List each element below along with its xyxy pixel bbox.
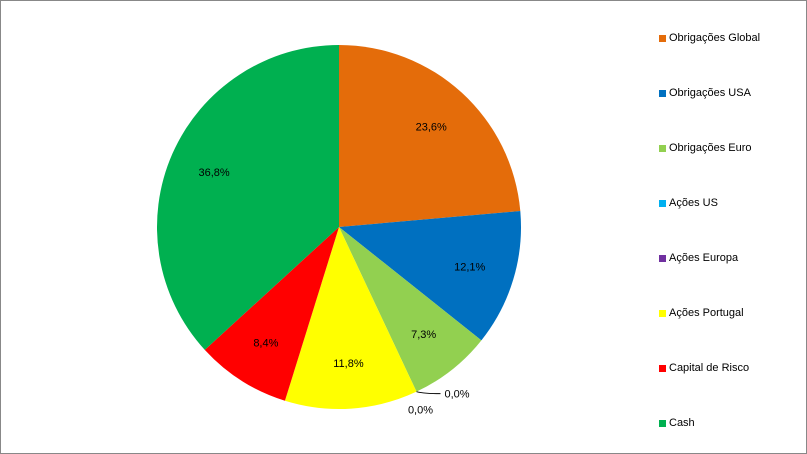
legend-swatch-obrigacoes-euro [659,144,666,152]
pie-slice-obrigacoes-usa [339,211,522,341]
legend-label-cash: Cash [669,417,695,429]
data-label-acoes-portugal: 11,8% [333,358,364,370]
legend-item-obrigacoes-global: Obrigações Global [659,31,760,45]
legend-label-obrigacoes-euro: Obrigações Euro [669,142,752,154]
pie-slice-obrigacoes-global [339,45,521,227]
data-label-obrigacoes-usa: 12,1% [454,261,485,273]
legend-label-acoes-us: Ações US [669,197,718,209]
legend-item-obrigacoes-usa: Obrigações USA [659,86,751,100]
data-labels: 23,6% 12,1% 7,3% 0,0% 0,0% 11,8% 8,4% 36,8% [198,121,485,416]
legend-label-acoes-portugal: Ações Portugal [669,307,744,319]
legend-swatch-acoes-europa [659,254,666,262]
leader-line-acoes-us [416,391,441,395]
data-label-obrigacoes-euro: 7,3% [411,329,436,341]
legend-label-acoes-europa: Ações Europa [669,252,739,264]
pie-slice-capital-de-risco [204,227,339,401]
legend-item-capital-de-risco: Capital de Risco [659,361,749,375]
data-label-acoes-us: 0,0% [444,389,469,401]
data-label-acoes-europa: 0,0% [408,405,433,417]
legend-item-cash: Cash [659,416,695,430]
legend-item-acoes-portugal: Ações Portugal [659,306,744,320]
legend-item-acoes-europa: Ações Europa [659,251,738,265]
legend-label-capital-de-risco: Capital de Risco [669,362,750,374]
legend-swatch-obrigacoes-global [659,34,666,42]
legend-item-acoes-us: Ações US [659,196,718,210]
legend-swatch-obrigacoes-usa [659,89,666,97]
leader-lines [416,391,441,395]
data-label-cash: 36,8% [198,167,229,179]
pie-slice-acoes-portugal [284,227,417,409]
data-label-obrigacoes-global: 23,6% [416,121,447,133]
pie-slices [157,45,522,409]
pie-slice-cash [157,45,339,350]
data-label-capital-de-risco: 8,4% [253,337,278,349]
legend: Obrigações Global Obrigações USA Obrigaçõe… [659,1,807,453]
legend-swatch-cash [659,419,666,427]
legend-label-obrigacoes-usa: Obrigações USA [669,87,751,99]
legend-swatch-acoes-portugal [659,309,666,317]
legend-swatch-acoes-us [659,199,666,207]
legend-label-obrigacoes-global: Obrigações Global [669,32,761,44]
legend-swatch-capital-de-risco [659,364,666,372]
pie-slice-obrigacoes-euro [339,227,482,392]
legend-item-obrigacoes-euro: Obrigações Euro [659,141,752,155]
